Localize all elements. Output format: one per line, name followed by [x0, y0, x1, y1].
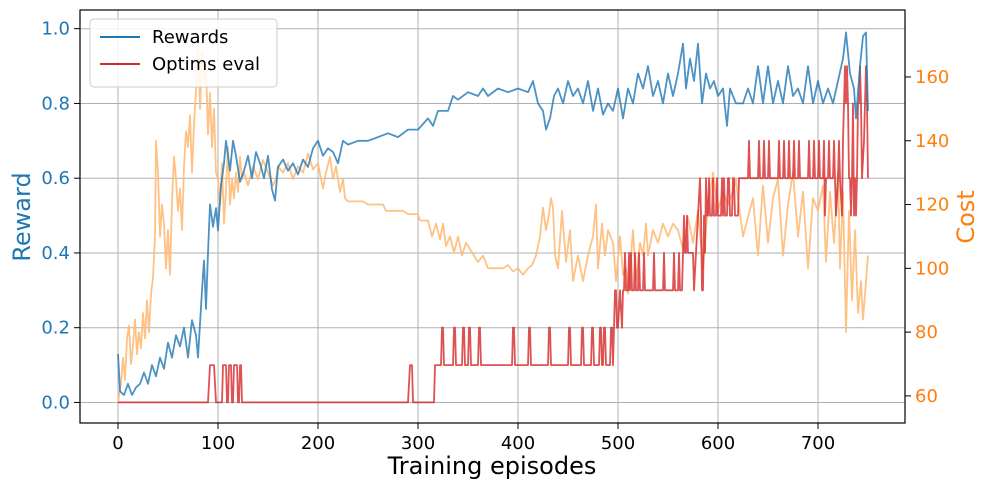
series-line-optims-eval	[118, 65, 869, 404]
right-y-tick-label: 60	[915, 386, 938, 407]
x-tick-label: 100	[201, 433, 235, 454]
x-axis-ticks: 0 100 200 300 400 500 600 700	[112, 423, 835, 454]
left-y-axis-title: Reward	[8, 172, 36, 261]
legend-label-rewards: Rewards	[152, 27, 228, 48]
left-y-tick-label: 0.2	[41, 318, 70, 339]
series-line-cost	[117, 37, 869, 403]
plot-frame	[79, 9, 906, 424]
right-y-tick-label: 100	[915, 258, 949, 279]
left-y-axis-ticks: 0.0 0.2 0.4 0.6 0.8 1.0	[41, 19, 80, 413]
left-y-tick-label: 0.6	[41, 168, 70, 189]
x-tick-label: 500	[601, 433, 635, 454]
right-y-tick-label: 160	[915, 67, 949, 88]
legend-label-optims-eval: Optims eval	[152, 54, 260, 75]
x-tick-label: 300	[401, 433, 435, 454]
series-line-rewards	[117, 31, 869, 396]
left-y-tick-label: 1.0	[41, 19, 70, 40]
right-y-tick-label: 140	[915, 131, 949, 152]
x-tick-label: 400	[501, 433, 535, 454]
right-y-tick-label: 80	[915, 322, 938, 343]
series-layer	[117, 31, 869, 404]
x-tick-label: 600	[701, 433, 735, 454]
left-y-tick-label: 0.4	[41, 243, 70, 264]
x-tick-label: 200	[301, 433, 335, 454]
x-tick-label: 700	[801, 433, 835, 454]
right-y-axis-ticks: 60 80 100 120 140 160	[905, 67, 949, 407]
right-y-tick-label: 120	[915, 195, 949, 216]
left-y-tick-label: 0.0	[41, 392, 70, 413]
legend: Rewards Optims eval	[89, 18, 278, 88]
x-tick-label: 0	[112, 433, 123, 454]
left-y-tick-label: 0.8	[41, 93, 70, 114]
right-y-axis-title: Cost	[952, 190, 980, 243]
x-axis-title: Training episodes	[387, 452, 597, 480]
